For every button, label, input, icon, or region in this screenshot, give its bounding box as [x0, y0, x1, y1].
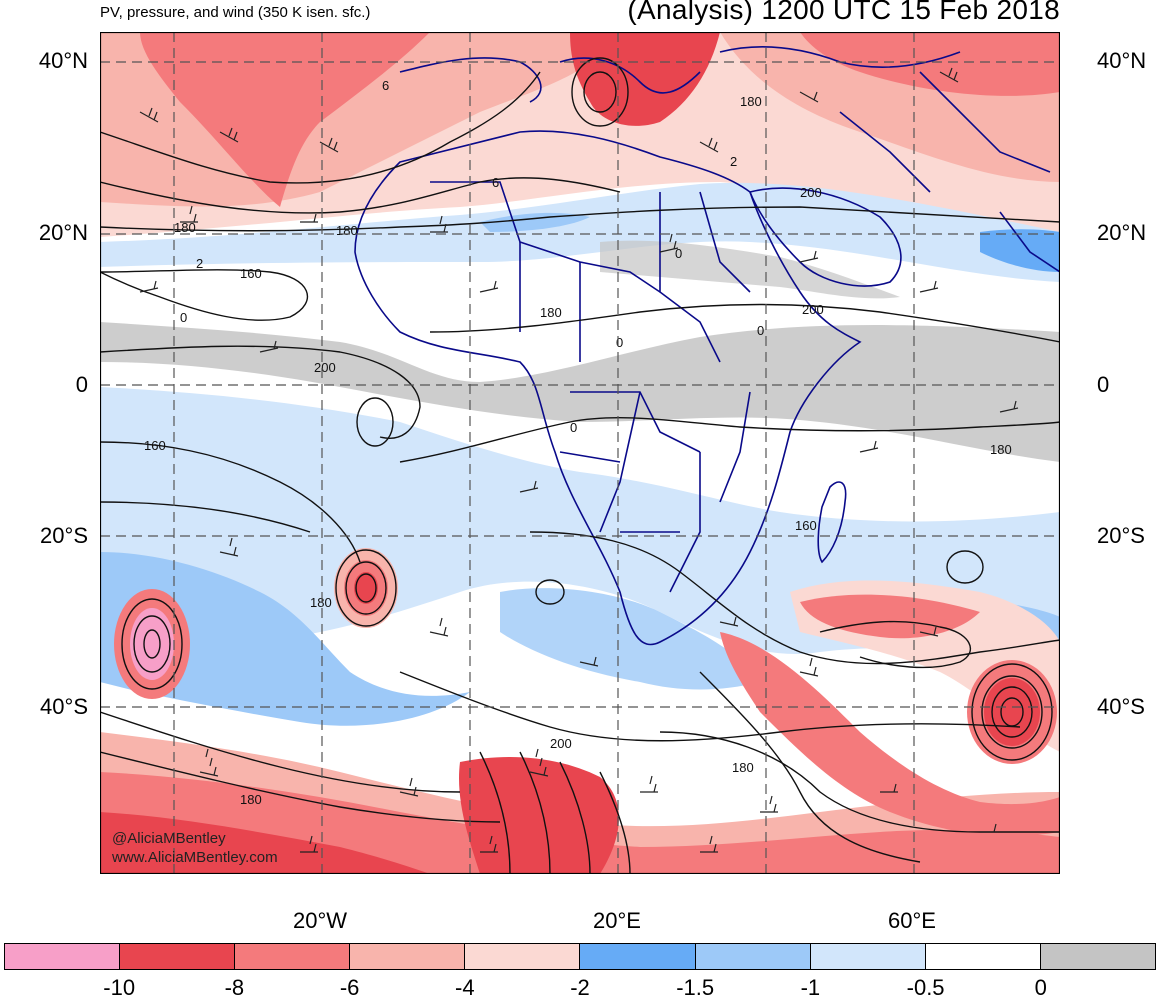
- colorbar-tick-label: -2: [570, 975, 590, 1000]
- lat-label-left: 20°S: [40, 523, 88, 548]
- contour-label: 0: [570, 420, 577, 435]
- wind-barbs: [139, 67, 1019, 853]
- pressure-contours: [100, 57, 1060, 874]
- contour-label: 0: [675, 246, 682, 261]
- colorbar-tick-label: -6: [339, 975, 360, 1000]
- colorbar: [4, 943, 1156, 970]
- colorbar-tick-label: -4: [455, 975, 475, 1000]
- lon-label: 60°E: [888, 908, 936, 933]
- colorbar-segment: [925, 944, 1041, 969]
- lat-label-left: 40°S: [40, 694, 88, 719]
- map-panel: 6 6 180 180 2 160 0 200 0 180 0 0 200 0 …: [100, 32, 1060, 874]
- pv-shading: [100, 32, 1060, 874]
- colorbar-segment: [235, 944, 351, 969]
- colorbar-tick-label: -0.5: [906, 975, 945, 1000]
- lat-label-right: 20°N: [1097, 220, 1147, 245]
- contour-label: 6: [492, 175, 499, 190]
- contour-label: 180: [310, 595, 332, 610]
- contour-label: 160: [144, 438, 166, 453]
- colorbar-segment: [580, 944, 696, 969]
- contour-label: 180: [336, 223, 358, 238]
- lat-lon-grid: [100, 32, 1060, 874]
- lon-label: 20°E: [593, 908, 641, 933]
- watermark-url: www.AliciaMBentley.com: [112, 849, 278, 866]
- colorbar-tick-label: -1: [800, 975, 821, 1000]
- contour-label: 6: [382, 78, 389, 93]
- contour-label: 200: [550, 736, 572, 751]
- colorbar-segment: [1040, 944, 1155, 969]
- contour-label: 200: [314, 360, 336, 375]
- lat-label-left: 20°N: [38, 220, 88, 245]
- colorbar-segment: [120, 944, 236, 969]
- colorbar-segment: [695, 944, 811, 969]
- contour-label: 200: [802, 302, 824, 317]
- contour-labels: 6 6 180 180 2 160 0 200 0 180 0 0 200 0 …: [144, 78, 1012, 807]
- lat-label-right: 40°S: [1097, 694, 1145, 719]
- contour-label: 180: [740, 94, 762, 109]
- map-border: [100, 32, 1060, 874]
- colorbar-segment: [350, 944, 466, 969]
- lat-label-right: 40°N: [1097, 48, 1147, 73]
- colorbar-segment: [5, 944, 121, 969]
- contour-label: 180: [240, 792, 262, 807]
- contour-label: 0: [180, 310, 187, 325]
- watermark-handle: @AliciaMBentley: [112, 830, 226, 847]
- contour-label: 0: [757, 323, 764, 338]
- lon-label: 20°W: [292, 908, 348, 933]
- colorbar-segment: [465, 944, 581, 969]
- contour-label: 0: [616, 335, 623, 350]
- contour-label: 180: [540, 305, 562, 320]
- colorbar-tick-label: -1.5: [676, 975, 715, 1000]
- contour-label: 160: [795, 518, 817, 533]
- colorbar-tick-label: 0: [1034, 975, 1047, 1000]
- colorbar-tick-label: -10: [103, 975, 136, 1000]
- contour-label: 180: [990, 442, 1012, 457]
- lat-label-right: 0: [1097, 372, 1110, 397]
- lat-label-right: 20°S: [1097, 523, 1145, 548]
- contour-label: 180: [174, 220, 196, 235]
- contour-label: 200: [800, 185, 822, 200]
- map-subtitle: PV, pressure, and wind (350 K isen. sfc.…: [100, 4, 371, 21]
- contour-label: 2: [196, 256, 203, 271]
- colorbar-tick-label: -8: [224, 975, 245, 1000]
- map-title: (Analysis) 1200 UTC 15 Feb 2018: [627, 0, 1060, 25]
- lat-label-left: 0: [75, 372, 88, 397]
- lat-label-left: 40°N: [38, 48, 88, 73]
- colorbar-segment: [810, 944, 926, 969]
- contour-label: 180: [732, 760, 754, 775]
- contour-label: 160: [240, 266, 262, 281]
- geographic-boundaries: [354, 46, 1060, 646]
- contour-label: 2: [730, 154, 737, 169]
